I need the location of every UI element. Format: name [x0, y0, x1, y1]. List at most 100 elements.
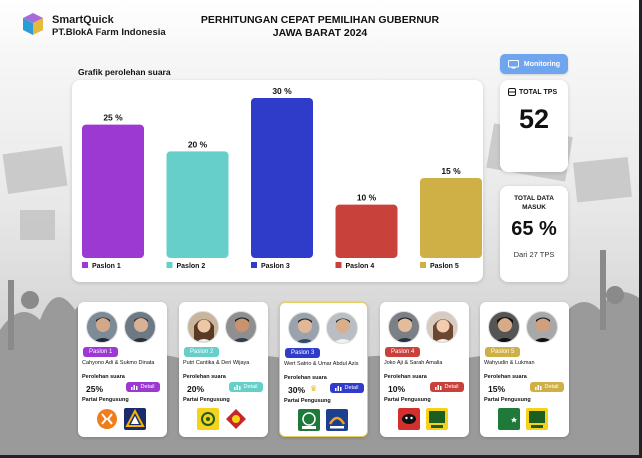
candidate-photos [388, 311, 462, 343]
chart-bar-4 [335, 204, 398, 258]
avatar [187, 311, 219, 343]
avatar [86, 311, 118, 343]
bar-chart-icon [535, 385, 542, 390]
total-tps-value: 52 [518, 104, 550, 134]
chart-bar-1 [82, 124, 144, 258]
avatar [225, 311, 257, 343]
bar-chart-icon [234, 385, 241, 390]
brand-name: SmartQuick [52, 14, 114, 26]
vote-percentage: 10% [388, 384, 406, 394]
candidate-photos [488, 311, 562, 343]
vote-percentage: 25% [86, 384, 104, 394]
legend-label-3: Paslon 3 [261, 263, 290, 270]
candidate-card[interactable]: Paslon 1 Cahyono Adi & Sukmo Dinata Pero… [78, 302, 167, 437]
gerindra-logo-icon [226, 409, 246, 429]
legend-swatch-4 [335, 262, 342, 268]
chart-data-label-3: 30 % [272, 86, 292, 96]
perolehan-label: Perolehan suara [384, 374, 427, 380]
perolehan-label: Perolehan suara [183, 374, 226, 380]
nasdem-blue-logo-icon [326, 409, 348, 431]
legend-label-2: Paslon 2 [177, 263, 206, 270]
paslon-badge: Paslon 2 [184, 347, 220, 357]
chart-data-label-1: 25 % [103, 113, 123, 123]
page-subtitle: JAWA BARAT 2024 [272, 27, 368, 39]
bar-chart-icon [335, 386, 342, 391]
vote-percentage: 15% [488, 384, 506, 394]
partai-label: Partai Pengusung [82, 397, 129, 403]
monitor-icon [507, 59, 519, 68]
candidate-names: Wert Satrio & Umar Abdul Azis [284, 361, 359, 367]
frame-border-bottom [0, 455, 642, 458]
detail-button[interactable]: Detail [430, 382, 464, 392]
vote-bar-chart: 25 % Paslon 1 20 % Paslon 2 30 % Paslon 3 10 %… [82, 86, 482, 270]
perolehan-label: Perolehan suara [484, 374, 527, 380]
avatar [526, 311, 558, 343]
candidate-photos [288, 312, 362, 344]
golkar-logo-icon [526, 408, 548, 430]
chart-data-label-5: 15 % [441, 166, 461, 176]
pdip-logo-icon [398, 408, 420, 430]
total-tps-heading: TOTAL TPS [508, 88, 557, 96]
legend-swatch-3 [251, 262, 257, 268]
data-masuk-sub: Dari 27 TPS [513, 250, 555, 259]
candidate-card[interactable]: Paslon 5 Wahyudin & Lukman Perolehan sua… [480, 302, 569, 437]
avatar [124, 311, 156, 343]
legend-swatch-5 [420, 262, 426, 268]
candidate-photos [86, 311, 160, 343]
candidate-card[interactable]: Paslon 2 Putri Cantika & Deri Wijaya Per… [179, 302, 268, 437]
avatar [426, 311, 458, 343]
smartquick-logo-icon [23, 13, 43, 35]
partai-label: Partai Pengusung [484, 397, 531, 403]
legend-label-1: Paslon 1 [92, 263, 121, 270]
detail-button[interactable]: Detail [530, 382, 564, 392]
legend-label-5: Paslon 5 [430, 263, 459, 270]
chart-bar-5 [420, 178, 482, 258]
legend-swatch-1 [82, 262, 88, 268]
candidate-names: Cahyono Adi & Sukmo Dinata [82, 360, 155, 366]
brand-company: PT.BlokA Farm Indonesia [52, 27, 166, 38]
chart-bar-3 [251, 98, 313, 258]
perolehan-label: Perolehan suara [82, 374, 125, 380]
avatar [388, 311, 420, 343]
avatar [288, 312, 320, 344]
partai-label: Partai Pengusung [284, 398, 331, 404]
golkar-logo-icon [426, 408, 448, 430]
page-title: PERHITUNGAN CEPAT PEMILIHAN GUBERNUR [200, 14, 440, 26]
avatar [488, 311, 520, 343]
candidate-card[interactable]: Paslon 4 Joko Aji & Sarah Amalia Peroleh… [380, 302, 469, 437]
detail-button[interactable]: Detail [229, 382, 263, 392]
data-masuk-card: TOTAL DATA MASUK 65 % Dari 27 TPS [500, 186, 568, 282]
header: SmartQuick PT.BlokA Farm Indonesia PERHI… [0, 0, 642, 50]
chart-bar-2 [166, 151, 229, 258]
partai-label: Partai Pengusung [183, 397, 230, 403]
database-icon [508, 88, 516, 96]
bar-chart-icon [131, 385, 138, 390]
candidate-names: Putri Cantika & Deri Wijaya [183, 360, 250, 366]
legend-label-4: Paslon 4 [346, 263, 375, 270]
golkar-logo-icon [197, 408, 219, 430]
nasdem-logo-icon [124, 408, 146, 430]
paslon-badge: Paslon 5 [485, 347, 521, 357]
candidate-card[interactable]: Paslon 3 Wert Satrio & Umar Abdul Azis P… [279, 302, 368, 437]
detail-button[interactable]: Detail [330, 383, 364, 393]
monitoring-label: Monitoring [523, 60, 561, 68]
perolehan-label: Perolehan suara [284, 375, 327, 381]
monitoring-button[interactable]: Monitoring [500, 54, 568, 74]
pkb-green-logo-icon [298, 409, 320, 431]
vote-percentage: 30% [288, 385, 306, 395]
total-tps-label: TOTAL TPS [519, 88, 558, 96]
chart-title: Grafik perolehan suara [78, 67, 171, 77]
candidate-names: Wahyudin & Lukman [484, 360, 535, 366]
data-masuk-value: 65 % [511, 218, 557, 240]
ppp-logo-icon [498, 408, 520, 430]
legend-swatch-2 [166, 262, 173, 268]
data-masuk-label: TOTAL DATA MASUK [514, 195, 554, 211]
avatar [326, 312, 358, 344]
chart-data-label-2: 20 % [188, 139, 208, 149]
candidate-names: Joko Aji & Sarah Amalia [384, 360, 443, 366]
detail-button[interactable]: Detail [126, 382, 160, 392]
pkb-logo-icon [97, 409, 117, 429]
crown-icon: ♛ [310, 384, 318, 393]
paslon-badge: Paslon 1 [83, 347, 119, 357]
partai-label: Partai Pengusung [384, 397, 431, 403]
